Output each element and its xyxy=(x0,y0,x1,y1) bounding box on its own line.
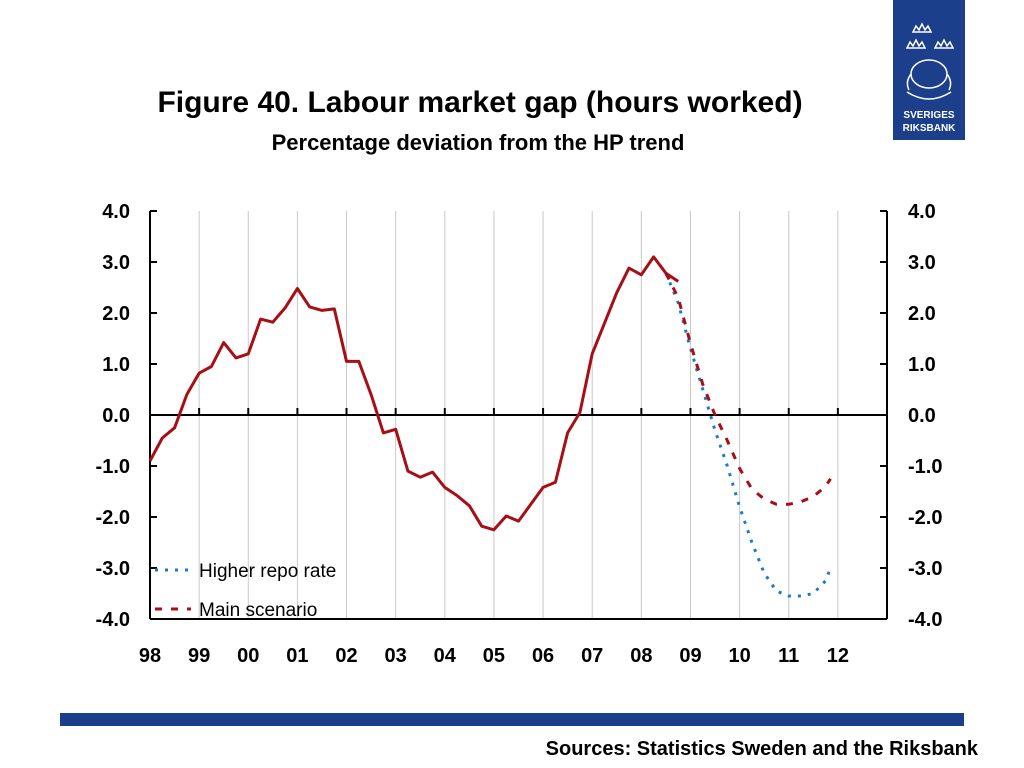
x-tick-label: 00 xyxy=(237,645,259,667)
chart-legend: Higher repo rate Main scenario xyxy=(155,561,336,621)
x-tick-label: 98 xyxy=(139,645,161,667)
y-tick-label-left: -4.0 xyxy=(96,609,130,631)
x-tick-label: 10 xyxy=(728,645,750,667)
chart-series xyxy=(148,255,832,598)
y-tick-label-left: 3.0 xyxy=(102,252,130,274)
y-tick-label-right: 4.0 xyxy=(908,201,936,223)
series-line-outcome xyxy=(148,255,680,532)
y-tick-label-left: 1.0 xyxy=(102,354,130,376)
x-tick-label: 08 xyxy=(630,645,652,667)
y-tick-label-right: -3.0 xyxy=(908,558,942,580)
y-tick-label-right: -2.0 xyxy=(908,507,942,529)
logo-text-line1: SVERIGES xyxy=(903,110,954,121)
y-tick-label-right: -4.0 xyxy=(908,609,942,631)
logo-background xyxy=(893,0,965,140)
x-tick-label: 99 xyxy=(188,645,210,667)
x-tick-label: 03 xyxy=(385,645,407,667)
legend-label: Higher repo rate xyxy=(199,561,336,582)
chart-title: Figure 40. Labour market gap (hours work… xyxy=(157,86,803,119)
y-tick-label-right: -1.0 xyxy=(908,456,942,478)
y-tick-label-left: -3.0 xyxy=(96,558,130,580)
y-tick-label-left: 2.0 xyxy=(102,303,130,325)
x-tick-label: 05 xyxy=(483,645,505,667)
y-tick-label-right: 1.0 xyxy=(908,354,936,376)
x-tick-label: 06 xyxy=(532,645,554,667)
logo-text-line2: RIKSBANK xyxy=(903,123,957,134)
series-line-higher-repo-rate xyxy=(664,272,832,598)
x-tick-label: 11 xyxy=(778,645,799,667)
x-tick-label: 04 xyxy=(434,645,457,667)
tick-labels: 4.0 4.0 3.0 3.0 2.0 2.0 1.0 1.0 0.0 0.0 -1.0 -1.0 -2… xyxy=(96,201,943,667)
x-tick-label: 01 xyxy=(286,645,308,667)
x-tick-label: 12 xyxy=(827,645,849,667)
footer-bar xyxy=(60,713,964,726)
y-tick-label-left: 0.0 xyxy=(102,405,130,427)
x-tick-label: 02 xyxy=(335,645,357,667)
riksbank-logo: SVERIGES RIKSBANK xyxy=(893,0,965,140)
line-chart: 4.0 4.0 3.0 3.0 2.0 2.0 1.0 1.0 0.0 0.0 -1.0 -1.0 -2… xyxy=(96,201,943,667)
y-tick-label-left: -2.0 xyxy=(96,507,130,529)
y-tick-label-left: 4.0 xyxy=(102,201,130,223)
x-tick-label: 09 xyxy=(679,645,701,667)
x-tick-label: 07 xyxy=(581,645,603,667)
y-tick-label-left: -1.0 xyxy=(96,456,130,478)
legend-label: Main scenario xyxy=(199,600,317,621)
y-tick-label-right: 2.0 xyxy=(908,303,936,325)
chart-axes xyxy=(149,210,888,620)
chart-subtitle: Percentage deviation from the HP trend xyxy=(271,130,685,155)
sources-note: Sources: Statistics Sweden and the Riksb… xyxy=(545,738,978,760)
y-tick-label-right: 3.0 xyxy=(908,252,936,274)
y-tick-label-right: 0.0 xyxy=(908,405,936,427)
